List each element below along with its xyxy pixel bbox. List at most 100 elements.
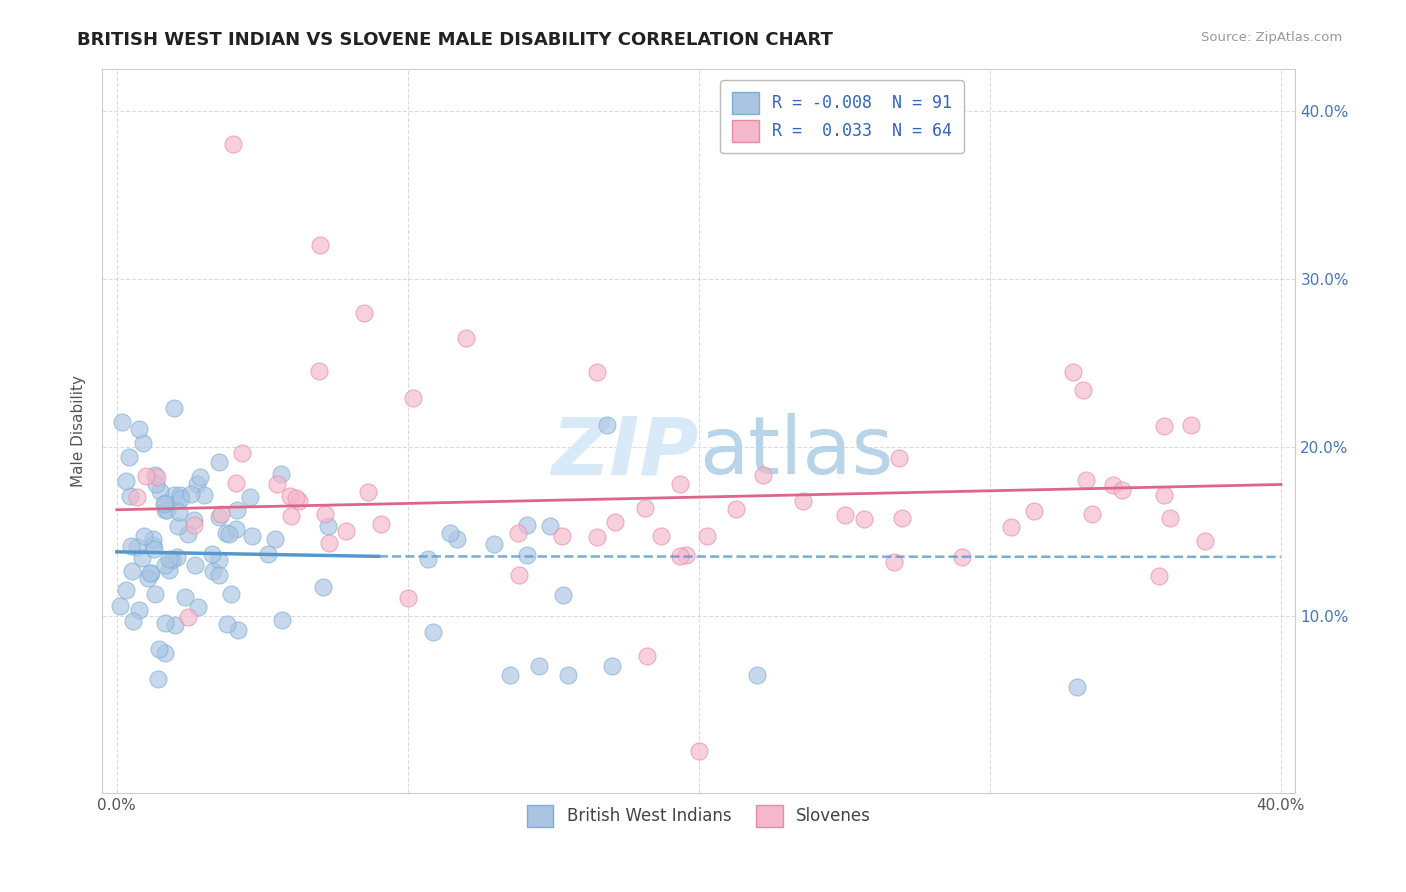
Point [1153, 487, 1175, 501]
Point [125, 490, 148, 504]
Point [1071, 383, 1094, 397]
Point [416, 552, 439, 566]
Point [162, 401, 184, 415]
Point [156, 502, 179, 516]
Point [316, 519, 339, 533]
Point [669, 549, 692, 563]
Point [270, 467, 292, 482]
Point [516, 548, 538, 562]
Point [176, 610, 198, 624]
Point [1062, 365, 1084, 379]
Point [136, 571, 159, 585]
Point [586, 365, 609, 379]
Point [309, 238, 332, 252]
Point [114, 583, 136, 598]
Point [482, 537, 505, 551]
Point [200, 547, 222, 561]
Point [370, 516, 392, 531]
Point [118, 450, 141, 465]
Point [184, 558, 207, 573]
Point [153, 646, 176, 660]
Point [883, 555, 905, 569]
Point [634, 501, 657, 516]
Point [132, 529, 155, 543]
Point [668, 477, 690, 491]
Point [650, 528, 672, 542]
Point [225, 475, 247, 490]
Point [201, 564, 224, 578]
Point [108, 599, 131, 613]
Point [439, 525, 461, 540]
Point [121, 564, 143, 578]
Point [149, 483, 172, 498]
Point [231, 446, 253, 460]
Point [1180, 417, 1202, 432]
Point [1066, 680, 1088, 694]
Point [1194, 533, 1216, 548]
Point [157, 563, 180, 577]
Text: atlas: atlas [699, 413, 893, 491]
Point [153, 497, 176, 511]
Point [110, 415, 132, 429]
Point [169, 488, 191, 502]
Point [208, 455, 231, 469]
Point [187, 599, 209, 614]
Point [132, 436, 155, 450]
Point [177, 527, 200, 541]
Point [148, 641, 170, 656]
Point [312, 580, 335, 594]
Point [146, 470, 169, 484]
Point [402, 391, 425, 405]
Point [538, 519, 561, 533]
Point [155, 496, 177, 510]
Point [167, 505, 190, 519]
Point [551, 528, 574, 542]
Point [193, 488, 215, 502]
Point [188, 470, 211, 484]
Point [422, 625, 444, 640]
Point [506, 525, 529, 540]
Point [226, 623, 249, 637]
Point [396, 591, 419, 605]
Point [688, 743, 710, 757]
Point [208, 510, 231, 524]
Point [128, 422, 150, 436]
Point [163, 618, 186, 632]
Text: ZIP: ZIP [551, 413, 699, 491]
Point [214, 525, 236, 540]
Point [239, 491, 262, 505]
Point [1147, 569, 1170, 583]
Point [357, 485, 380, 500]
Point [173, 591, 195, 605]
Point [353, 306, 375, 320]
Point [120, 539, 142, 553]
Point [139, 566, 162, 580]
Point [278, 489, 301, 503]
Point [143, 542, 166, 557]
Point [1111, 483, 1133, 498]
Point [887, 450, 910, 465]
Point [115, 475, 138, 489]
Point [636, 648, 658, 663]
Point [557, 667, 579, 681]
Point [950, 549, 973, 564]
Point [318, 536, 340, 550]
Point [131, 550, 153, 565]
Point [139, 566, 162, 581]
Point [218, 527, 240, 541]
Point [527, 659, 550, 673]
Point [183, 513, 205, 527]
Point [219, 587, 242, 601]
Point [142, 532, 165, 546]
Point [792, 494, 814, 508]
Point [585, 530, 607, 544]
Point [314, 508, 336, 522]
Point [256, 547, 278, 561]
Point [128, 603, 150, 617]
Point [163, 488, 186, 502]
Point [160, 553, 183, 567]
Point [1102, 478, 1125, 492]
Point [209, 507, 232, 521]
Point [1081, 507, 1104, 521]
Point [240, 529, 263, 543]
